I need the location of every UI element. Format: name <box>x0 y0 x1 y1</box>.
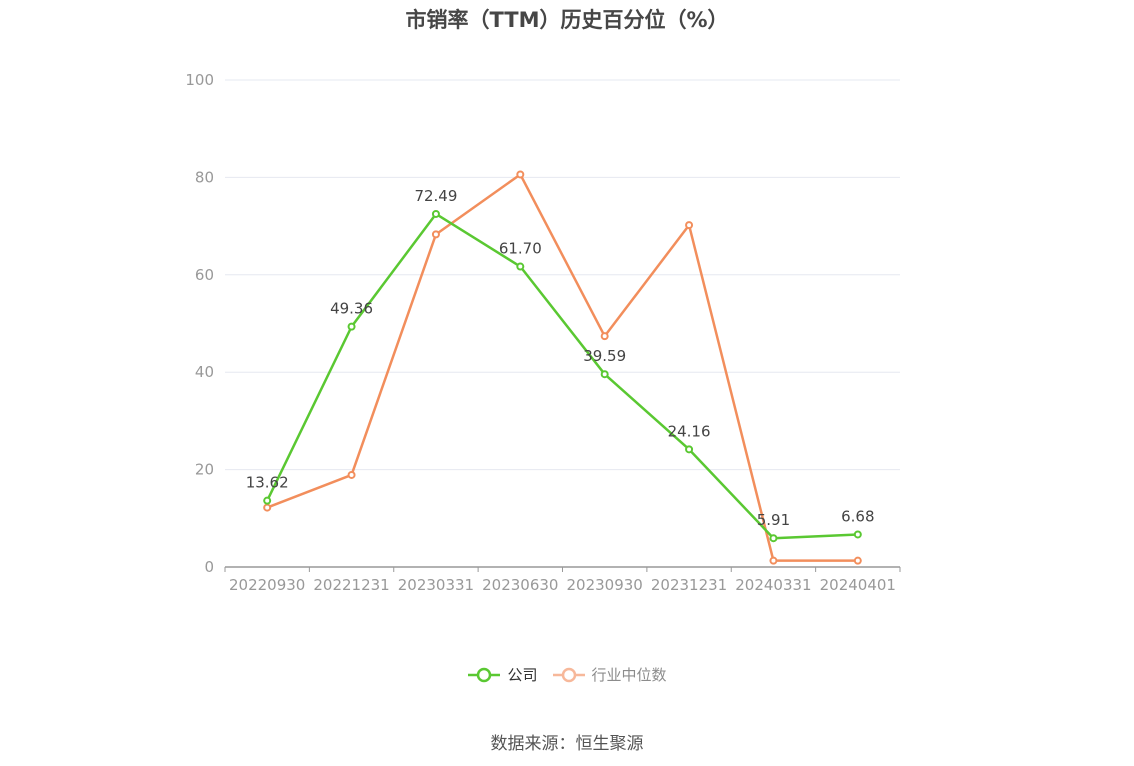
data-point-industry <box>516 170 525 179</box>
data-point-industry <box>600 332 609 341</box>
series-line-industry <box>266 173 858 562</box>
data-label-company: 6.68 <box>841 507 874 525</box>
x-tick-label: 20240401 <box>820 576 896 594</box>
data-labels: 13.62 49.36 72.49 61.70 39.59 24.16 5.91 6.68 <box>246 187 875 529</box>
data-point-company <box>600 370 609 379</box>
data-label-company: 72.49 <box>414 187 457 205</box>
data-source-note: 数据来源：恒生聚源 <box>490 734 644 754</box>
legend-item-industry[interactable]: 行业中位数 <box>552 664 667 685</box>
data-label-company: 24.16 <box>668 422 711 440</box>
legend-item-company[interactable]: 公司 <box>467 664 538 685</box>
data-point-company <box>516 262 525 271</box>
y-tick-label: 60 <box>195 266 214 284</box>
data-point-industry <box>769 556 778 565</box>
data-point-industry <box>853 556 862 565</box>
data-label-company: 61.70 <box>499 240 542 258</box>
chart-title: 市销率（TTM）历史百分位（%） <box>405 8 729 32</box>
data-point-industry <box>263 503 272 512</box>
data-label-company: 49.36 <box>330 300 373 318</box>
legend-marker-company-icon <box>468 667 501 682</box>
y-tick-label: 20 <box>195 461 214 479</box>
x-tick-label: 20220930 <box>229 576 305 594</box>
y-tick-label: 0 <box>204 558 214 576</box>
legend-marker-industry-icon <box>552 667 585 682</box>
y-tick-label: 40 <box>195 363 214 381</box>
data-label-company: 39.59 <box>583 347 626 365</box>
series-lines <box>263 170 862 565</box>
grid-lines <box>225 79 900 471</box>
data-point-company <box>853 530 862 539</box>
x-tick-label: 20231231 <box>651 576 727 594</box>
data-point-company <box>263 496 272 505</box>
data-point-industry <box>685 221 694 230</box>
axes: 0 20 40 60 80 100 20220930 20221231 20230331 2023… <box>185 71 901 594</box>
legend-label-company: 公司 <box>507 666 538 684</box>
y-tick-label: 100 <box>185 71 214 89</box>
data-point-company <box>347 322 356 331</box>
x-tick-label: 20240331 <box>735 576 811 594</box>
x-tick-label: 20221231 <box>313 576 389 594</box>
x-tick-label: 20230331 <box>398 576 474 594</box>
x-tick-label: 20230930 <box>567 576 643 594</box>
data-point-company <box>431 209 440 218</box>
data-point-industry <box>431 230 440 239</box>
data-label-company: 5.91 <box>757 511 790 529</box>
x-tick-label: 20230630 <box>482 576 558 594</box>
y-tick-label: 80 <box>195 168 214 186</box>
data-point-company <box>769 534 778 543</box>
series-line-company <box>266 212 858 540</box>
data-label-company: 13.62 <box>246 474 289 492</box>
legend: 公司 行业中位数 <box>0 664 1134 685</box>
data-point-company <box>685 445 694 454</box>
data-point-industry <box>347 470 356 479</box>
legend-label-industry: 行业中位数 <box>591 666 667 684</box>
